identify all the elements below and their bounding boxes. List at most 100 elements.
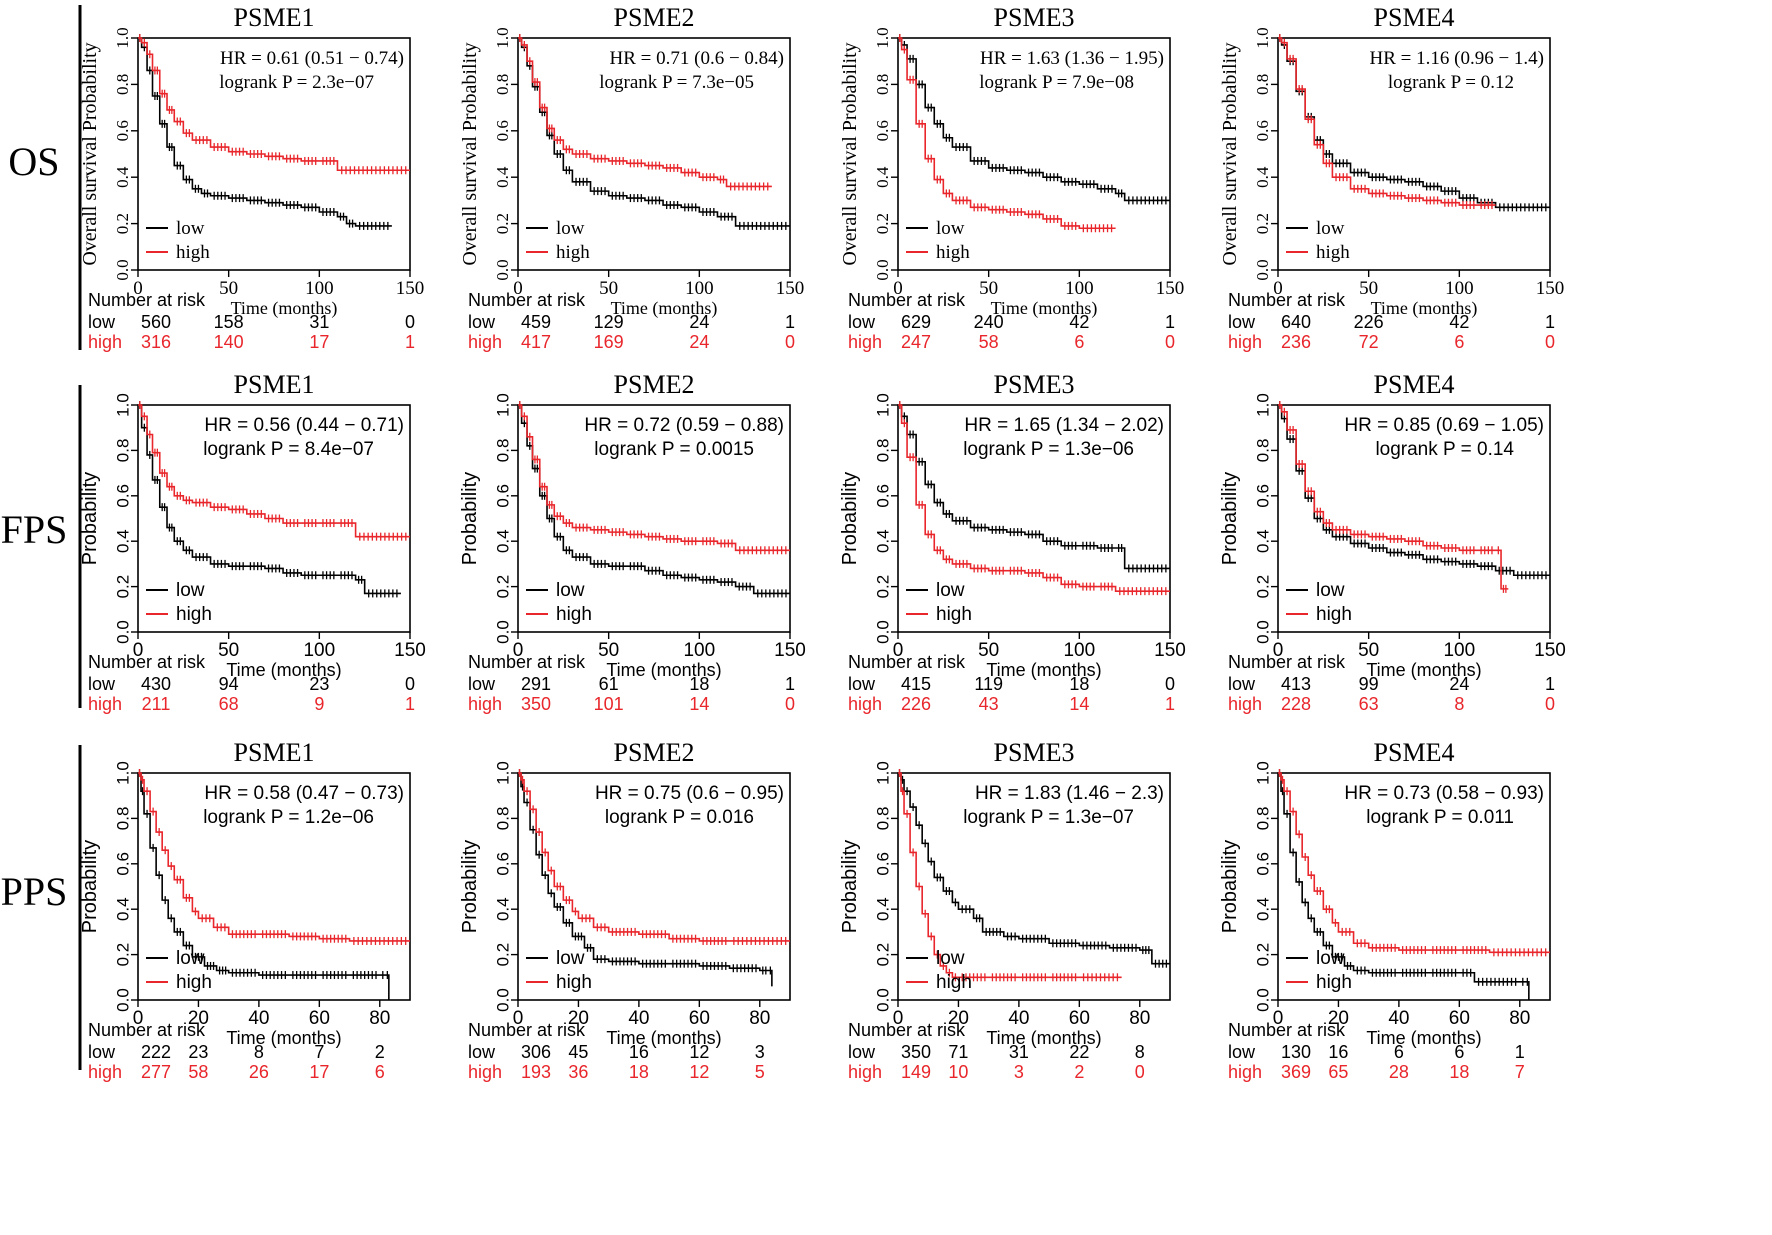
- panel-title: PSME1: [234, 738, 315, 767]
- y-tick-label: 0.6: [493, 484, 512, 508]
- risk-count-low: 24: [689, 312, 709, 332]
- x-tick-label: 100: [683, 640, 715, 661]
- risk-count-low: 306: [521, 1042, 551, 1062]
- risk-count-high: 169: [594, 332, 624, 352]
- risk-count-low: 119: [974, 674, 1003, 694]
- y-tick-label: 0.0: [1253, 620, 1272, 644]
- km-panel-psme4-pps: PSME4 0.0 0.2 0.4 0.6 0.8 1.0 Probability 0 20 40 6…: [1219, 738, 1551, 1082]
- y-tick-label: 0.8: [493, 439, 512, 463]
- risk-count-high: 0: [785, 694, 795, 714]
- x-tick-label: 150: [1536, 278, 1565, 299]
- y-tick-label: 1.0: [493, 393, 512, 417]
- y-axis-label: Probability: [839, 840, 861, 933]
- panel-title: PSME2: [614, 738, 695, 767]
- km-panel-psme1-pps: PSME1 0.0 0.2 0.4 0.6 0.8 1.0 Probability 0 20 40 6…: [79, 738, 411, 1082]
- km-curve-low: [518, 772, 773, 987]
- legend-label-high: high: [556, 972, 592, 993]
- x-tick-label: 40: [1008, 1008, 1029, 1029]
- logrank-p: logrank P = 8.4e−07: [203, 439, 374, 460]
- y-tick-label: 1.0: [113, 27, 132, 48]
- x-tick-label: 40: [248, 1008, 269, 1029]
- x-tick-label: 100: [685, 278, 714, 299]
- risk-row-label-low: low: [1228, 674, 1256, 694]
- y-tick-label: 1.0: [873, 761, 892, 785]
- legend-label-low: low: [936, 948, 965, 969]
- y-tick-label: 1.0: [1253, 393, 1272, 417]
- x-tick-label: 0: [133, 278, 143, 299]
- risk-count-high: 14: [689, 694, 709, 714]
- risk-row-label-high: high: [848, 1062, 882, 1082]
- risk-count-high: 1: [1165, 694, 1175, 714]
- x-tick-label: 50: [979, 278, 998, 299]
- risk-count-high: 350: [521, 694, 551, 714]
- x-tick-label: 150: [1534, 640, 1566, 661]
- y-tick-label: 1.0: [113, 761, 132, 785]
- y-tick-label: 1.0: [873, 393, 892, 417]
- risk-count-low: 22: [1069, 1042, 1089, 1062]
- km-panel-psme2-os: PSME2 0.0 0.2 0.4 0.6 0.8 1.0 Overall survival …: [459, 3, 804, 352]
- plot-frame: [897, 37, 1171, 271]
- x-tick-label: 100: [305, 278, 334, 299]
- risk-count-low: 99: [1359, 674, 1379, 694]
- risk-row-label-low: low: [88, 1042, 116, 1062]
- legend-label-high: high: [1316, 972, 1352, 993]
- y-tick-label: 0.2: [873, 213, 892, 234]
- plot-frame: [137, 37, 411, 271]
- risk-count-high: 316: [141, 332, 171, 352]
- risk-count-high: 140: [214, 332, 244, 352]
- logrank-p: logrank P = 0.011: [1366, 807, 1514, 828]
- plot-frame: [517, 37, 791, 271]
- risk-table-title: Number at risk: [848, 652, 966, 672]
- risk-count-low: 16: [1328, 1042, 1348, 1062]
- risk-row-label-low: low: [1228, 312, 1256, 332]
- legend-label-low: low: [1316, 580, 1345, 601]
- risk-count-low: 415: [901, 674, 931, 694]
- y-tick-label: 0.4: [113, 166, 132, 188]
- legend-label-high: high: [936, 972, 972, 993]
- y-axis-label: Probability: [459, 472, 481, 565]
- risk-count-low: 7: [314, 1042, 324, 1062]
- hazard-ratio: HR = 0.72 (0.59 − 0.88): [584, 415, 784, 436]
- km-panel-psme1-os: PSME1 0.0 0.2 0.4 0.6 0.8 1.0 Overall survival …: [79, 3, 424, 352]
- risk-count-low: 459: [521, 312, 551, 332]
- risk-count-high: 17: [309, 332, 329, 352]
- risk-count-low: 129: [594, 312, 624, 332]
- y-tick-label: 0.6: [493, 120, 512, 141]
- panel-title: PSME3: [994, 3, 1075, 32]
- x-tick-label: 20: [1328, 1008, 1349, 1029]
- risk-row-label-high: high: [848, 332, 882, 352]
- risk-count-high: 2: [1074, 1062, 1084, 1082]
- risk-row-label-low: low: [848, 1042, 876, 1062]
- risk-count-low: 240: [974, 312, 1004, 332]
- risk-count-low: 222: [141, 1042, 171, 1062]
- x-axis-label: Time (months): [986, 1028, 1101, 1048]
- y-tick-label: 0.0: [873, 259, 892, 280]
- y-axis-label: Overall survival Probability: [79, 42, 101, 265]
- y-tick-label: 0.2: [493, 943, 512, 967]
- plot-frame: [1277, 404, 1551, 633]
- risk-count-high: 63: [1359, 694, 1379, 714]
- x-tick-label: 20: [568, 1008, 589, 1029]
- y-tick-label: 0.0: [113, 259, 132, 280]
- risk-count-low: 16: [629, 1042, 649, 1062]
- x-tick-label: 50: [598, 640, 619, 661]
- risk-row-label-low: low: [468, 1042, 496, 1062]
- legend-label-low: low: [176, 218, 205, 239]
- x-tick-label: 50: [1358, 640, 1379, 661]
- y-tick-label: 0.6: [873, 120, 892, 141]
- y-tick-label: 0.8: [493, 74, 512, 95]
- risk-count-high: 12: [689, 1062, 709, 1082]
- km-curve-low: [138, 37, 392, 227]
- risk-row-label-low: low: [848, 312, 876, 332]
- logrank-p: logrank P = 2.3e−07: [219, 72, 374, 93]
- y-tick-label: 0.2: [1253, 575, 1272, 599]
- y-tick-label: 0.0: [1253, 988, 1272, 1012]
- y-axis-label: Overall survival Probability: [839, 42, 861, 265]
- x-tick-label: 0: [513, 1008, 524, 1029]
- risk-row-label-high: high: [468, 332, 502, 352]
- risk-count-low: 61: [599, 674, 619, 694]
- risk-count-high: 43: [979, 694, 999, 714]
- x-tick-label: 80: [1129, 1008, 1150, 1029]
- x-tick-label: 20: [948, 1008, 969, 1029]
- y-tick-label: 0.6: [113, 120, 132, 141]
